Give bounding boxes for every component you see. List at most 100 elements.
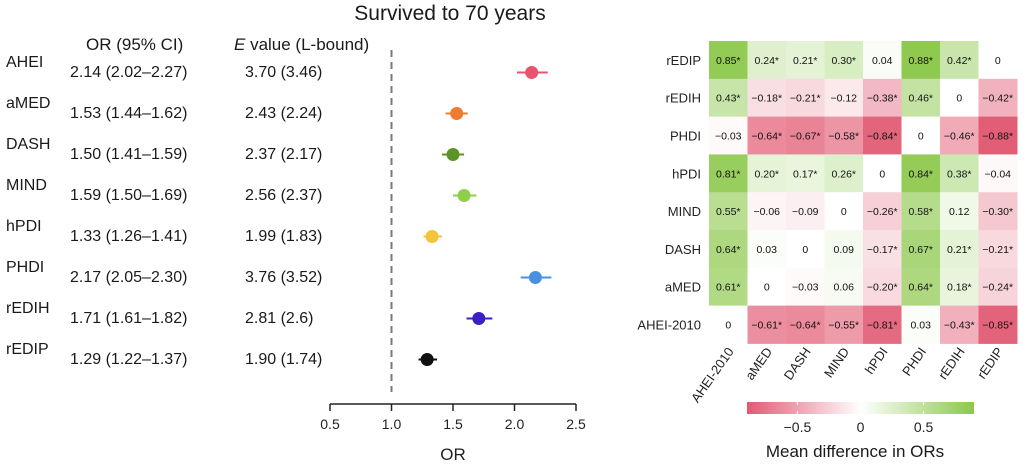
- heatmap-cell-label: 0.12: [949, 206, 970, 218]
- heatmap-cell: [901, 154, 941, 193]
- heatmap-cell: [786, 267, 825, 307]
- diet-label: MIND: [6, 177, 47, 194]
- heatmap-cell-label: −0.04: [984, 168, 1011, 180]
- colorbar: [747, 402, 974, 414]
- heatmap-cell-label: 0.42*: [947, 55, 972, 67]
- heatmap-cell-label: 0.03: [757, 244, 778, 256]
- heatmap-cell: [709, 230, 748, 269]
- heatmap-cell: [786, 78, 825, 118]
- heatmap-cell: [978, 230, 1018, 269]
- heatmap-cell: [824, 154, 864, 193]
- heatmap-cell-label: −0.64*: [751, 131, 782, 143]
- x-tick-label: 2.5: [566, 416, 586, 432]
- diet-label: DASH: [6, 136, 51, 153]
- heatmap-cell: [901, 116, 941, 155]
- evalue-column-header: E value (L-bound): [234, 35, 369, 55]
- heatmap-cell-label: −0.09: [792, 206, 819, 218]
- heatmap-cell: [786, 230, 825, 269]
- or-ci-value: 2.14 (2.02–2.27): [70, 64, 188, 81]
- heatmap-cell: [940, 116, 979, 155]
- heatmap-cell-label: 0: [802, 244, 808, 256]
- heatmap-cell-label: 0.64*: [716, 244, 741, 256]
- heatmap-cell-label: −0.21*: [790, 93, 821, 105]
- heatmap-cell-label: −0.85*: [982, 320, 1013, 332]
- diet-label: hPDI: [6, 218, 42, 235]
- or-ci-value: 1.29 (1.22–1.37): [70, 351, 188, 368]
- heatmap-cell: [978, 305, 1018, 344]
- heatmap-col-label: AHEI-2010: [688, 345, 737, 406]
- heatmap-cell-label: −0.18*: [751, 93, 782, 105]
- heatmap-cell-label: 0.06: [834, 282, 855, 294]
- heatmap-cell-label: 0: [725, 320, 731, 332]
- heatmap-cell: [709, 192, 748, 231]
- diet-label: PHDI: [6, 259, 45, 276]
- heatmap-cell-label: 0: [841, 206, 847, 218]
- x-tick-label: 1.0: [382, 416, 402, 432]
- heatmap-row-label: rEDIH: [666, 91, 701, 106]
- heatmap-cell: [786, 41, 825, 80]
- evalue-value: 2.56 (2.37): [245, 187, 323, 204]
- heatmap-col-label: rEDIP: [974, 345, 1006, 382]
- heatmap-cell: [978, 116, 1018, 155]
- or-column-header: OR (95% CI): [86, 35, 184, 54]
- evalue-value: 2.37 (2.17): [245, 146, 323, 163]
- heatmap-cell-label: −0.67*: [790, 131, 821, 143]
- evalue-value: 2.81 (2.6): [245, 310, 314, 327]
- heatmap-cell: [901, 305, 941, 344]
- heatmap-row-label: aMED: [665, 280, 701, 295]
- heatmap-row-label: DASH: [665, 242, 701, 257]
- heatmap-col-label: MIND: [821, 345, 852, 381]
- heatmap-cell-label: 0.03: [911, 320, 932, 332]
- heatmap-cell-label: 0.09: [834, 244, 855, 256]
- heatmap-cell: [824, 78, 864, 118]
- heatmap-cell-label: 0.61*: [716, 282, 741, 294]
- x-tick-label: 0.5: [320, 416, 340, 432]
- heatmap-cell-label: 0.88*: [908, 55, 933, 67]
- or-point: [425, 230, 439, 243]
- heatmap-cell-label: 0.67*: [908, 244, 933, 256]
- heatmap-cell-label: −0.26*: [867, 206, 898, 218]
- heatmap-cell: [747, 230, 787, 269]
- heatmap-cell-label: −0.43*: [944, 320, 975, 332]
- x-tick-label: 1.5: [443, 416, 463, 432]
- heatmap-cell-label: 0.81*: [716, 168, 741, 180]
- heatmap-cell: [824, 192, 864, 231]
- heatmap-cell: [978, 41, 1018, 80]
- heatmap-cell: [747, 41, 787, 80]
- heatmap-cell-label: −0.55*: [828, 320, 859, 332]
- heatmap-cell: [863, 192, 902, 231]
- heatmap-cell: [940, 78, 979, 118]
- forest-plot: 0.5 1.0 1.5 2.0 2.5 OR: [320, 50, 586, 464]
- heatmap-cell-label: 0.58*: [908, 206, 933, 218]
- or-ci-value: 1.50 (1.41–1.59): [70, 146, 188, 163]
- heatmap-cell-label: −0.88*: [982, 131, 1013, 143]
- colorbar-tick-label: 0: [857, 419, 865, 435]
- heatmap-cell-label: −0.20*: [867, 282, 898, 294]
- heatmap-cell: [940, 154, 979, 193]
- heatmap-cell: [978, 154, 1018, 193]
- or-point: [450, 107, 464, 120]
- heatmap-cell-label: 0.17*: [793, 168, 818, 180]
- x-axis-label: OR: [440, 445, 466, 464]
- heatmap-cell-label: −0.12: [830, 93, 857, 105]
- heatmap-cell-label: −0.84*: [867, 131, 898, 143]
- heatmap-cell: [824, 41, 864, 80]
- heatmap-cell-label: 0.84*: [908, 168, 933, 180]
- evalue-value: 1.90 (1.74): [245, 351, 323, 368]
- heatmap-cell: [709, 154, 748, 193]
- heatmap-cell: [709, 78, 748, 118]
- heatmap-col-label: DASH: [781, 345, 814, 383]
- heatmap-cell: [824, 305, 864, 344]
- heatmap-cell-label: 0: [764, 282, 770, 294]
- heatmap-cell: [863, 154, 902, 193]
- heatmap-cell: [747, 116, 787, 155]
- heatmap-cell-label: −0.24*: [982, 282, 1013, 294]
- evalue-value: 2.43 (2.24): [245, 105, 323, 122]
- diet-label: rEDIH: [6, 300, 50, 317]
- or-ci-value: 1.59 (1.50–1.69): [70, 187, 188, 204]
- heatmap-cell-label: 0.46*: [908, 93, 933, 105]
- heatmap-cell: [709, 267, 748, 307]
- or-point: [420, 353, 434, 366]
- heatmap-cell: [863, 41, 902, 80]
- heatmap-cell-label: −0.21*: [982, 244, 1013, 256]
